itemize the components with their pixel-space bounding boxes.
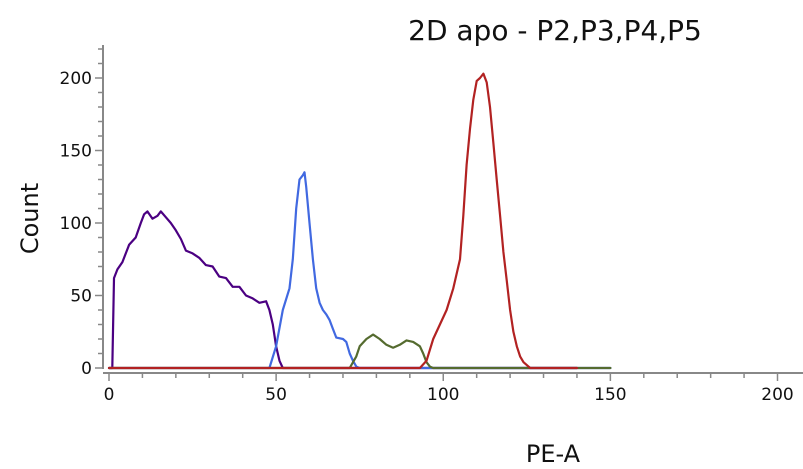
x-axis-label: PE-A — [526, 440, 581, 468]
y-axis-label: Count — [16, 183, 44, 254]
x-tick-label: 150 — [594, 385, 626, 405]
series-line-4 — [107, 72, 579, 370]
x-tick-label: 0 — [104, 385, 115, 405]
y-tick-label: 100 — [60, 214, 92, 234]
x-tick-label: 100 — [427, 385, 459, 405]
y-tick-label: 200 — [60, 69, 92, 89]
chart-title: 2D apo - P2,P3,P4,P5 — [408, 14, 702, 47]
y-tick-label: 0 — [81, 359, 92, 379]
x-tick-label: 200 — [761, 385, 793, 405]
series-line-3 — [107, 333, 612, 370]
y-tick-label: 50 — [70, 287, 92, 307]
x-tick-label: 50 — [265, 385, 287, 405]
series-line-2 — [107, 171, 612, 370]
y-tick-label: 150 — [60, 142, 92, 162]
series-line-1 — [107, 210, 579, 370]
